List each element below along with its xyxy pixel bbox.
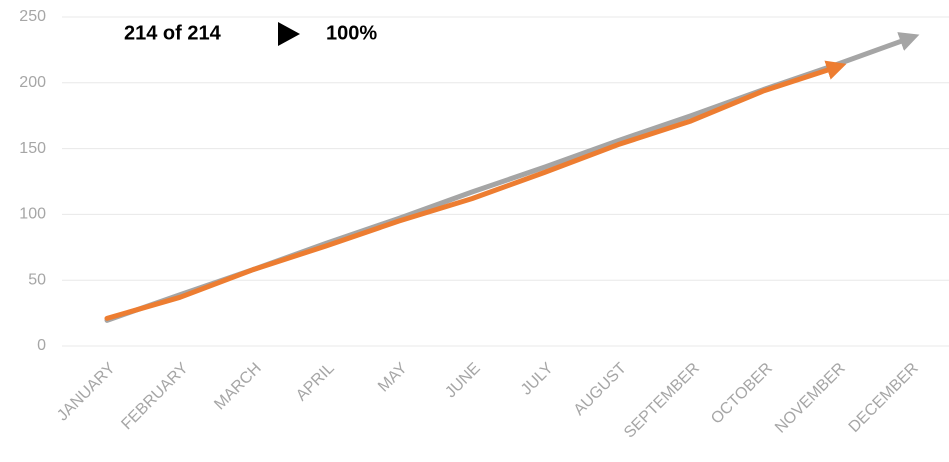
x-tick-label: JUNE bbox=[442, 360, 484, 402]
y-tick-label: 200 bbox=[19, 74, 46, 91]
x-tick-label: DECEMBER bbox=[846, 360, 922, 436]
x-tick-label: APRIL bbox=[293, 360, 338, 405]
x-tick-label: OCTOBER bbox=[708, 360, 776, 428]
y-tick-label: 250 bbox=[19, 8, 46, 25]
x-tick-label: JANUARY bbox=[54, 360, 119, 425]
y-tick-label: 0 bbox=[37, 337, 46, 354]
annotation-arrow bbox=[278, 22, 300, 46]
series-line bbox=[104, 60, 847, 321]
y-tick-label: 100 bbox=[19, 206, 46, 223]
x-tick-label: JULY bbox=[518, 360, 557, 399]
annotation-percent: 100% bbox=[326, 22, 377, 44]
x-tick-label: MARCH bbox=[211, 360, 265, 414]
x-tick-label: SEPTEMBER bbox=[621, 360, 703, 442]
x-tick-label: AUGUST bbox=[571, 360, 630, 419]
x-tick-label: FEBRUARY bbox=[118, 360, 192, 434]
x-tick-label: MAY bbox=[375, 360, 411, 396]
annotation-count: 214 of 214 bbox=[124, 22, 222, 44]
y-tick-label: 50 bbox=[28, 271, 46, 288]
y-tick-label: 150 bbox=[19, 140, 46, 157]
x-tick-label: NOVEMBER bbox=[772, 360, 849, 437]
